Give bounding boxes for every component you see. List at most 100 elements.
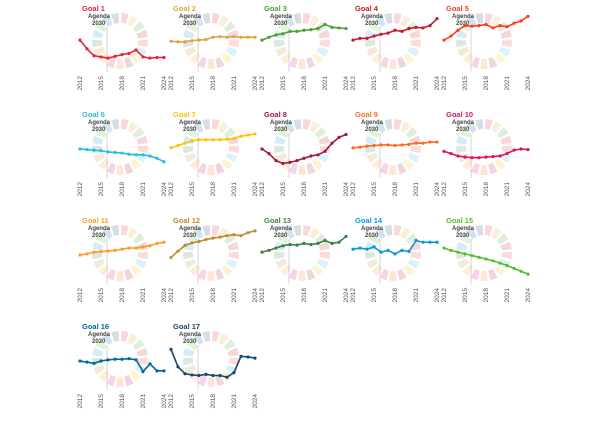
wheel-segment xyxy=(95,233,108,245)
wheel-segment xyxy=(410,251,421,260)
wheel-segment xyxy=(403,158,415,171)
data-point xyxy=(92,250,96,254)
wheel-segment xyxy=(400,227,411,240)
x-tick-label: 2012 xyxy=(350,288,357,303)
data-point xyxy=(470,253,474,258)
data-point xyxy=(155,156,159,160)
data-point xyxy=(127,357,131,361)
data-point xyxy=(253,356,257,360)
data-point xyxy=(400,248,404,252)
wheel-segment xyxy=(130,370,142,383)
wheel-segment xyxy=(137,39,148,48)
wheel-segment xyxy=(456,145,467,154)
data-point xyxy=(505,263,509,268)
wheel-segment xyxy=(184,364,197,375)
data-point xyxy=(421,26,425,30)
wheel-segment xyxy=(127,227,138,240)
wheel-segment xyxy=(384,119,393,130)
chart-title: Goal 13 xyxy=(264,216,292,225)
data-point xyxy=(169,146,173,150)
wheel-segment xyxy=(116,164,124,175)
wheel-segment xyxy=(298,58,306,69)
wheel-segment xyxy=(130,52,142,65)
data-point xyxy=(463,252,467,256)
x-tick-label: 2018 xyxy=(483,182,490,197)
wheel-segment xyxy=(275,258,288,269)
data-point xyxy=(197,373,201,378)
x-tick-label: 2012 xyxy=(441,76,448,91)
data-point xyxy=(183,372,187,376)
data-point xyxy=(414,238,418,243)
agenda-label: Agenda xyxy=(88,226,111,232)
wheel-segment xyxy=(500,29,512,39)
wheel-segment xyxy=(491,121,502,134)
data-point xyxy=(302,28,306,32)
wheel-segment xyxy=(456,29,468,39)
wheel-segment xyxy=(302,13,311,24)
data-point xyxy=(183,40,187,44)
wheel-segment xyxy=(306,268,316,281)
wheel-segment xyxy=(365,135,377,145)
data-point xyxy=(505,25,509,29)
chart-title: Goal 10 xyxy=(446,110,474,119)
chart-title: Goal 1 xyxy=(82,4,105,13)
wheel-segment xyxy=(409,29,421,39)
data-point xyxy=(127,152,131,156)
data-point xyxy=(372,143,376,148)
data-point xyxy=(449,152,453,156)
chart-panel: Goal 15 Agenda 2030 2012 2015 2018 2021 2024 xyxy=(441,216,536,320)
data-point xyxy=(113,248,117,252)
data-point xyxy=(302,241,306,245)
data-point xyxy=(232,136,236,141)
wheel-segment xyxy=(92,241,104,251)
wheel-segment xyxy=(207,164,215,175)
wheel-segment xyxy=(106,374,116,387)
wheel-segment xyxy=(116,58,124,69)
x-tick-label: 2012 xyxy=(77,76,84,91)
wheel-segment xyxy=(137,357,148,366)
wheel-segment xyxy=(288,268,298,281)
data-point xyxy=(141,245,145,249)
data-point xyxy=(267,152,271,156)
wheel-segment xyxy=(407,258,420,269)
chart-panel: Goal 2 Agenda 2030 2012 2015 2018 2021 2024 xyxy=(168,4,263,108)
x-tick-label: 2015 xyxy=(98,76,105,91)
wheel-segment xyxy=(309,227,320,240)
wheel-segment xyxy=(407,46,420,57)
wheel-segment xyxy=(484,13,493,24)
x-tick-label: 2021 xyxy=(322,182,329,197)
data-point xyxy=(169,255,173,260)
wheel-segment xyxy=(293,13,302,24)
wheel-segment xyxy=(92,251,103,260)
x-tick-label: 2021 xyxy=(322,288,329,303)
agenda-label: Agenda xyxy=(179,332,202,338)
wheel-segment xyxy=(136,29,148,39)
wheel-segment xyxy=(124,374,134,387)
wheel-segment xyxy=(494,158,506,171)
wheel-segment xyxy=(298,270,306,281)
wheel-segment xyxy=(197,56,207,69)
wheel-segment xyxy=(225,258,238,269)
x-tick-label: 2018 xyxy=(392,288,399,303)
sdg-wheel-background xyxy=(365,225,421,281)
wheel-segment xyxy=(184,46,197,57)
x-tick-label: 2018 xyxy=(392,76,399,91)
data-point xyxy=(85,360,89,364)
wheel-segment xyxy=(277,127,290,139)
x-tick-label: 2024 xyxy=(525,288,532,303)
wheel-segment xyxy=(275,46,288,57)
data-point xyxy=(288,242,292,247)
data-point xyxy=(176,365,180,369)
agenda-label: Agenda xyxy=(361,226,384,232)
wheel-segment xyxy=(197,268,207,281)
small-multiples-grid: Goal 1 Agenda 2030 2012 2015 2018 2021 2024 Goal… xyxy=(77,4,536,408)
chart-panel: Goal 1 Agenda 2030 2012 2015 2018 2021 2024 xyxy=(77,4,172,108)
x-tick-label: 2024 xyxy=(525,182,532,197)
x-tick-label: 2024 xyxy=(252,288,259,303)
wheel-segment xyxy=(218,121,229,134)
chart-panel: Goal 6 Agenda 2030 2012 2015 2018 2021 2024 xyxy=(77,110,172,214)
wheel-segment xyxy=(500,135,512,145)
data-point xyxy=(225,137,229,141)
x-tick-label: 2024 xyxy=(161,288,168,303)
